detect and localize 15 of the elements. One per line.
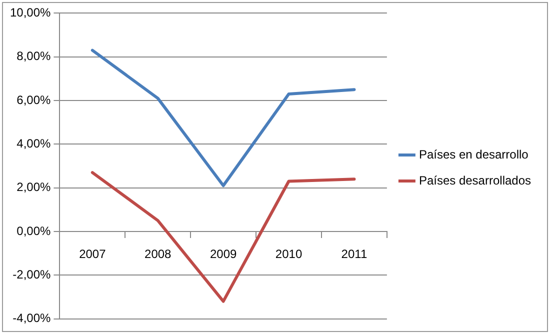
y-tick-label: 4,00% (16, 136, 52, 150)
x-tick-label: 2007 (79, 247, 106, 261)
x-tick-label: 2008 (144, 247, 172, 261)
y-tick-label: 8,00% (16, 49, 52, 64)
x-tick-label: 2011 (341, 247, 368, 261)
x-tick-label: 2009 (210, 247, 237, 261)
y-tick-label: 2,00% (16, 180, 52, 194)
y-tick-label: 6,00% (16, 92, 52, 107)
y-tick-label: 10,00% (10, 6, 52, 20)
legend-label: Países desarrollados (418, 173, 531, 188)
legend-label: Países en desarrollo (418, 147, 529, 162)
y-tick-label: 0,00% (16, 224, 52, 238)
y-tick-label: -2,00% (12, 267, 52, 282)
y-tick-label: -4,00% (12, 311, 52, 326)
x-tick-label: 2010 (275, 247, 302, 261)
